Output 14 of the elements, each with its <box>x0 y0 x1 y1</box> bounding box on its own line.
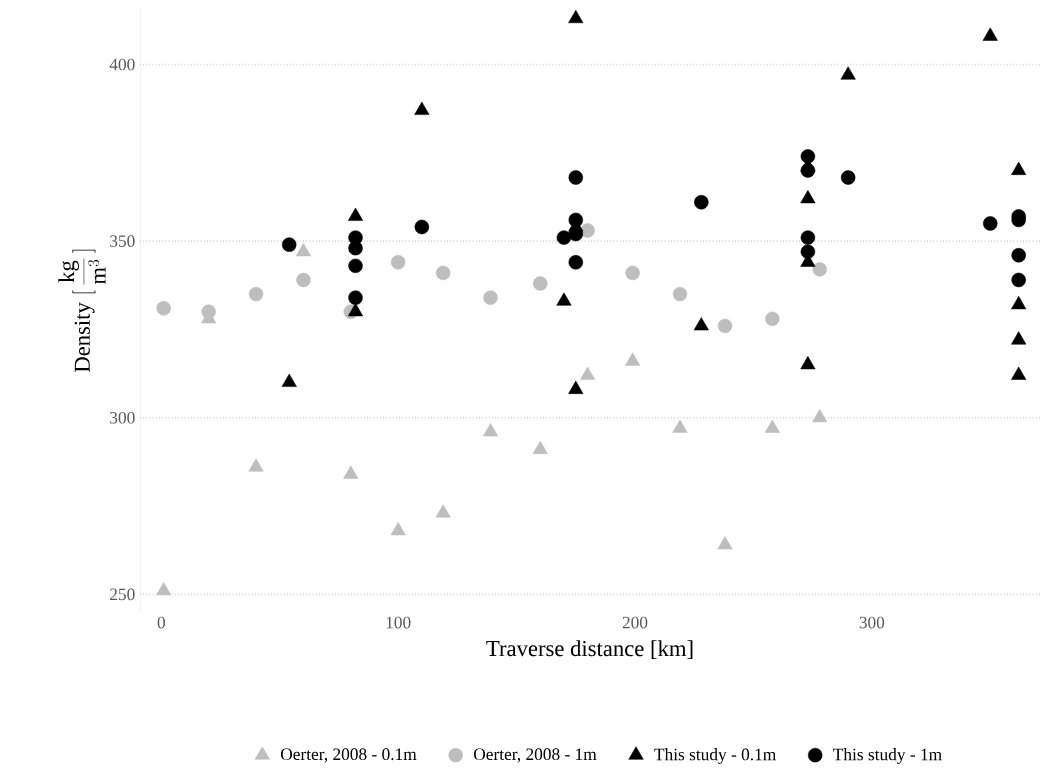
y-tick-label: 350 <box>110 235 135 247</box>
legend-label: This study - 1m <box>833 748 942 764</box>
x-tick-label: 300 <box>859 616 885 629</box>
y-axis-title: $\mathrm{Density}\;[\,\frac{\mathrm{kg}}{\mathrm{m}^{3}}\,]$ <box>58 249 106 373</box>
x-tick-label: 0 <box>157 616 165 629</box>
x-tick-label: 200 <box>622 616 648 629</box>
legend-label: This study - 0.1m <box>654 748 776 764</box>
x-tick-label: 100 <box>386 616 411 629</box>
x-axis-title: Traverse distance [km] <box>486 640 693 659</box>
y-tick-label: 400 <box>109 58 135 71</box>
y-tick-label: 250 <box>110 588 135 601</box>
y-tick-label: 300 <box>110 411 135 424</box>
legend-label: Oerter, 2008 - 0.1m <box>280 748 417 763</box>
legend-label: Oerter, 2008 - 1m <box>473 748 597 763</box>
